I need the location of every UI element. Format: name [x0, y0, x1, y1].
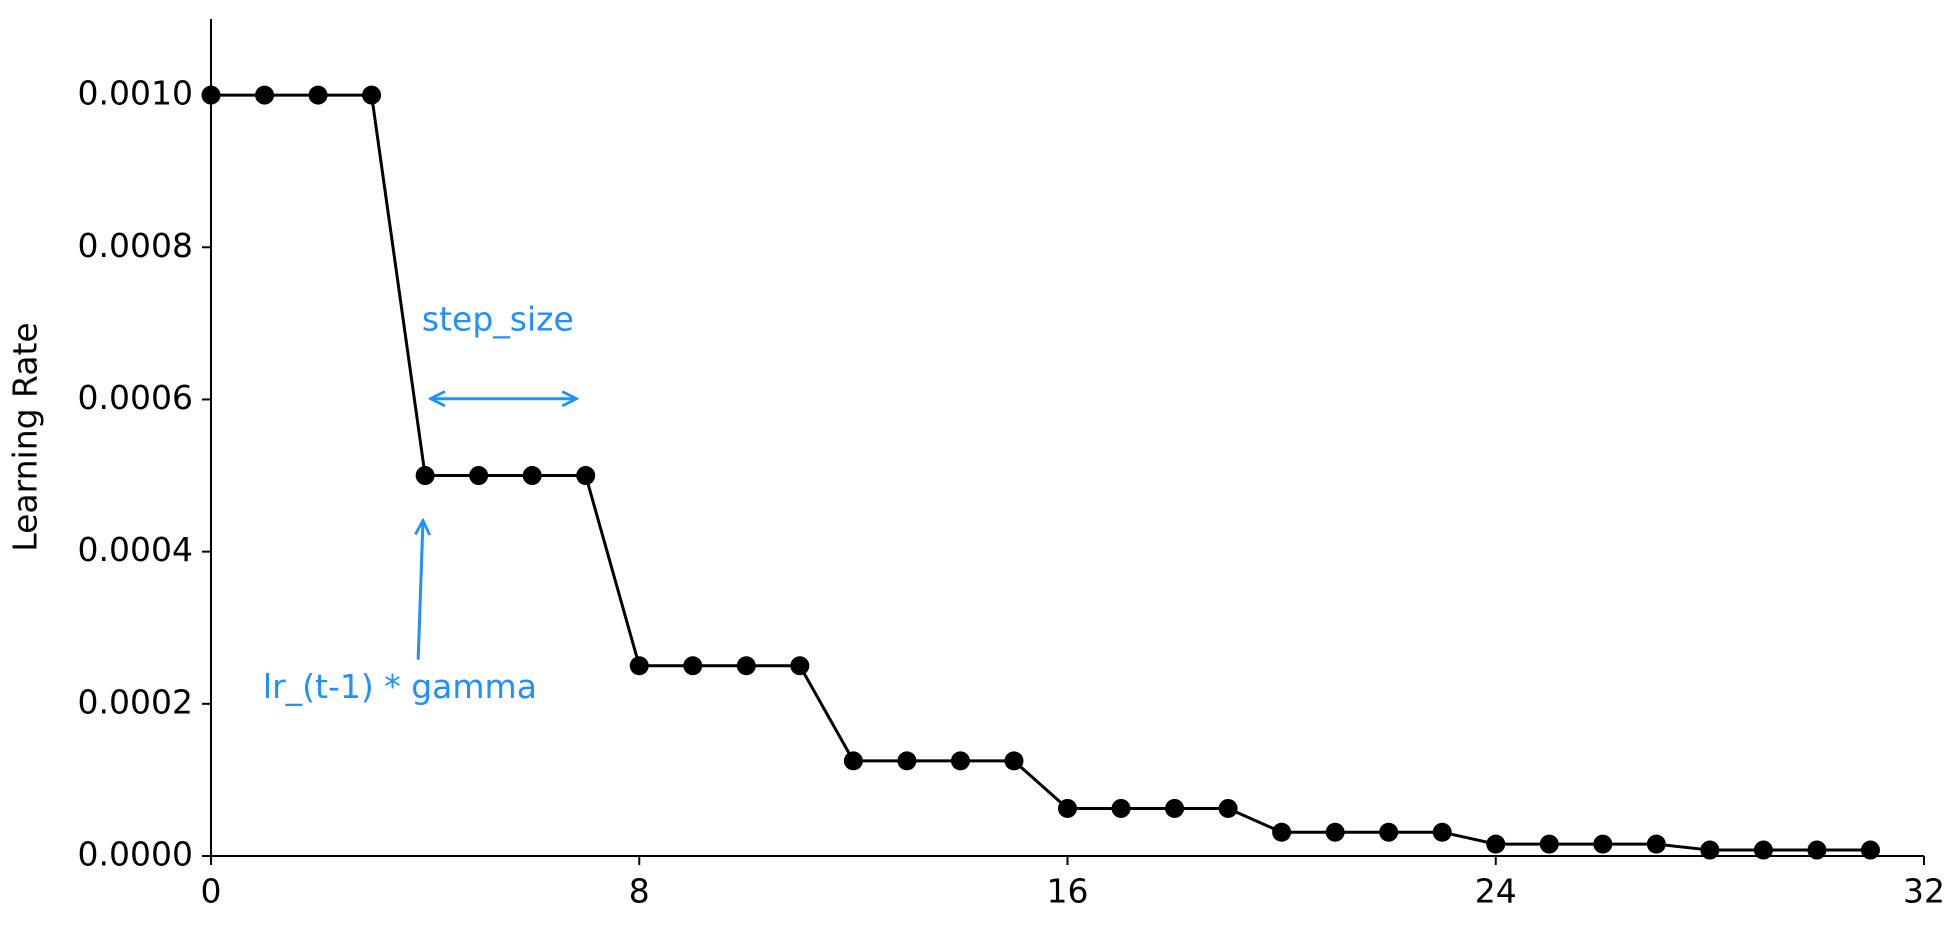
x-tick-label: 8 [629, 872, 650, 911]
point-marker [1593, 834, 1613, 854]
series-line [211, 93, 1871, 852]
point-marker [1486, 834, 1506, 854]
point-marker [1700, 840, 1720, 860]
point-marker [576, 466, 596, 486]
point-marker [897, 751, 917, 771]
point-marker [1539, 834, 1559, 854]
point-marker [1807, 840, 1827, 860]
annotation-arrow [418, 520, 423, 660]
point-marker [1111, 798, 1131, 818]
x-tick-label: 16 [1047, 872, 1089, 911]
annotation-text: step_size [422, 300, 574, 339]
point-marker [1379, 822, 1399, 842]
point-marker [629, 656, 649, 676]
y-axis-label: Learning Rate [6, 322, 45, 551]
point-marker [790, 656, 810, 676]
x-tick-label: 0 [201, 872, 222, 911]
x-tick-label: 32 [1903, 872, 1945, 911]
point-marker [1218, 798, 1238, 818]
point-marker [201, 85, 221, 105]
point-marker [1004, 751, 1024, 771]
point-marker [1753, 840, 1773, 860]
y-tick-label: 0.0002 [78, 682, 193, 721]
y-tick-label: 0.0000 [78, 835, 193, 874]
y-tick-label: 0.0004 [78, 530, 193, 569]
point-marker [1272, 822, 1292, 842]
point-marker [1165, 798, 1185, 818]
point-marker [1646, 834, 1666, 854]
point-marker [736, 656, 756, 676]
point-marker [255, 85, 275, 105]
point-marker [522, 466, 542, 486]
point-marker [1325, 822, 1345, 842]
point-marker [843, 751, 863, 771]
y-tick-label: 0.0010 [78, 74, 193, 113]
point-marker [1432, 822, 1452, 842]
point-marker [1860, 840, 1880, 860]
x-tick-label: 24 [1475, 872, 1517, 911]
point-marker [683, 656, 703, 676]
point-marker [415, 466, 435, 486]
y-tick-label: 0.0006 [78, 378, 193, 417]
y-tick-label: 0.0008 [78, 226, 193, 265]
point-marker [362, 85, 382, 105]
point-marker [950, 751, 970, 771]
point-marker [308, 85, 328, 105]
point-marker [1058, 798, 1077, 818]
annotation-text: lr_(t-1) * gamma [263, 667, 537, 706]
point-marker [469, 466, 489, 486]
